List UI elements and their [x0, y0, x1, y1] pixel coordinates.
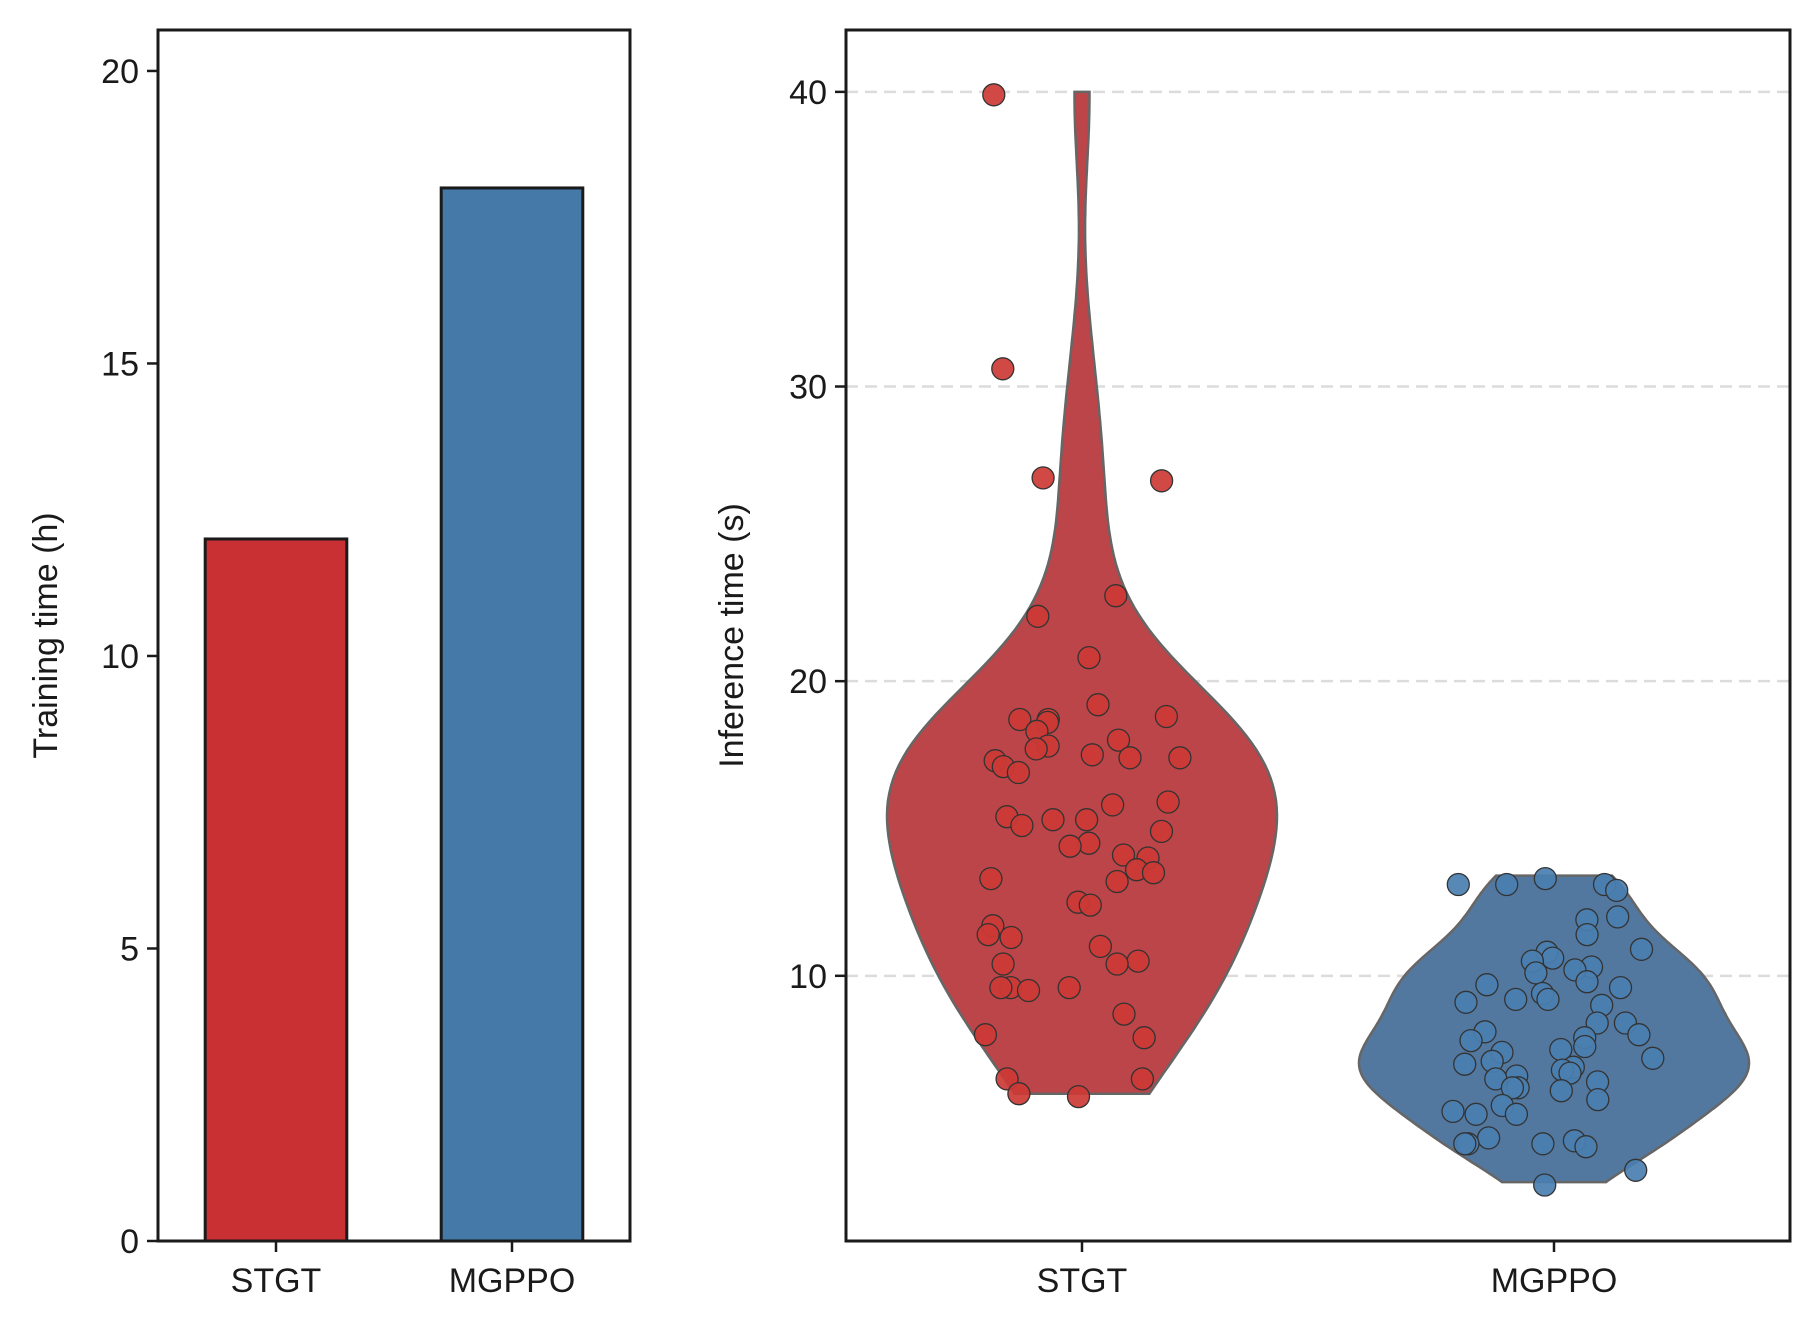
data-point-mgppo	[1500, 1076, 1525, 1100]
data-point-mgppo	[1504, 987, 1528, 1012]
data-point-mgppo	[1495, 872, 1519, 897]
data-point-stgt	[1100, 793, 1125, 817]
data-point-stgt	[1057, 975, 1081, 1000]
data-point-stgt	[976, 922, 1000, 947]
plot-frame	[844, 28, 1792, 1243]
data-point-mgppo	[1586, 1087, 1610, 1112]
data-point-stgt	[1156, 790, 1180, 814]
data-point-mgppo	[1464, 1102, 1488, 1126]
data-point-stgt	[1105, 869, 1129, 894]
y-tick-label: 15	[101, 345, 139, 383]
data-point-stgt	[1007, 1082, 1031, 1106]
data-point-stgt	[1126, 949, 1150, 973]
data-point-mgppo	[1573, 1034, 1597, 1059]
data-point-stgt	[1077, 645, 1101, 670]
data-point-stgt	[1031, 466, 1055, 490]
data-point-mgppo	[1533, 1173, 1557, 1197]
data-point-stgt	[1168, 746, 1192, 770]
data-point-stgt	[1080, 743, 1104, 767]
data-point-stgt	[1086, 693, 1110, 717]
data-point-stgt	[1026, 604, 1050, 628]
data-point-mgppo	[1476, 1126, 1501, 1150]
data-point-stgt	[1105, 952, 1129, 976]
data-point-mgppo	[1446, 872, 1470, 897]
data-point-mgppo	[1575, 922, 1599, 947]
data-point-stgt	[1149, 469, 1174, 493]
y-tick-label: 10	[789, 958, 827, 996]
data-point-stgt	[1112, 1002, 1136, 1026]
inference-time-panel: STGT MGPPO 10 20 30 40 Inference time (s)	[713, 28, 1792, 1300]
data-point-stgt	[973, 1023, 998, 1047]
data-point-mgppo	[1453, 1132, 1477, 1156]
data-point-stgt	[1118, 746, 1142, 770]
plot-frame	[156, 28, 632, 1243]
data-point-stgt	[1130, 1067, 1155, 1091]
data-point-mgppo	[1504, 1102, 1529, 1126]
data-point-stgt	[1104, 584, 1128, 608]
data-point-mgppo	[1575, 970, 1599, 994]
data-point-stgt	[1111, 843, 1136, 867]
x-tick-label: STGT	[1037, 1262, 1128, 1300]
data-point-mgppo	[1531, 1132, 1555, 1156]
data-point-mgppo	[1629, 937, 1654, 961]
data-point-stgt	[1149, 819, 1174, 844]
data-point-mgppo	[1624, 1158, 1648, 1182]
data-point-stgt	[1008, 707, 1032, 732]
data-point-stgt	[989, 975, 1013, 1000]
training-time-panel: STGT MGPPO 0 5 10 15 20 Training time (h)	[27, 28, 632, 1300]
data-point-mgppo	[1608, 975, 1633, 1000]
y-tick-label: 40	[789, 74, 827, 112]
data-point-mgppo	[1627, 1023, 1651, 1047]
data-point-stgt	[1006, 760, 1031, 785]
y-tick-label: 30	[789, 369, 827, 407]
data-point-mgppo	[1536, 987, 1560, 1012]
y-tick-label: 0	[120, 1223, 139, 1261]
data-point-stgt	[1088, 934, 1113, 959]
violin-stgt	[885, 90, 1279, 1095]
x-tick-label: MGPPO	[449, 1262, 576, 1300]
data-point-stgt	[1132, 1026, 1156, 1050]
data-point-stgt	[1106, 728, 1131, 752]
x-tick-label: MGPPO	[1491, 1262, 1618, 1300]
data-point-stgt	[1074, 808, 1099, 832]
data-point-mgppo	[1641, 1046, 1665, 1070]
violin-mgppo	[1357, 874, 1751, 1184]
data-point-mgppo	[1524, 961, 1548, 985]
data-point-stgt	[991, 952, 1015, 976]
y-axis-label: Inference time (s)	[713, 503, 751, 768]
data-point-mgppo	[1441, 1099, 1465, 1124]
data-point-mgppo	[1454, 990, 1478, 1014]
y-tick-label: 20	[789, 663, 827, 701]
data-point-stgt	[991, 357, 1015, 381]
data-point-stgt	[1066, 1084, 1091, 1109]
data-point-stgt	[1016, 978, 1041, 1003]
bar-mgppo	[439, 186, 585, 1243]
data-point-mgppo	[1453, 1052, 1477, 1076]
data-point-stgt	[982, 83, 1006, 107]
data-point-mgppo	[1605, 878, 1629, 903]
y-tick-label: 10	[101, 638, 139, 676]
data-point-stgt	[1154, 704, 1179, 729]
data-point-stgt	[1078, 893, 1102, 917]
y-tick-label: 5	[120, 930, 139, 968]
data-point-mgppo	[1574, 1135, 1598, 1159]
data-point-stgt	[1041, 808, 1065, 832]
data-point-stgt	[1024, 737, 1048, 761]
data-point-stgt	[1058, 834, 1082, 858]
data-point-mgppo	[1475, 973, 1499, 997]
bar-stgt	[203, 537, 349, 1243]
data-point-mgppo	[1549, 1079, 1573, 1103]
data-point-mgppo	[1533, 866, 1557, 891]
data-point-stgt	[999, 925, 1023, 950]
data-point-stgt	[979, 866, 1003, 891]
data-point-stgt	[1141, 861, 1166, 885]
x-tick-label: STGT	[231, 1262, 322, 1300]
data-point-mgppo	[1459, 1028, 1483, 1053]
y-tick-label: 20	[101, 53, 139, 91]
y-axis-label: Training time (h)	[27, 512, 65, 758]
data-point-mgppo	[1606, 905, 1630, 929]
data-point-stgt	[1010, 813, 1034, 838]
